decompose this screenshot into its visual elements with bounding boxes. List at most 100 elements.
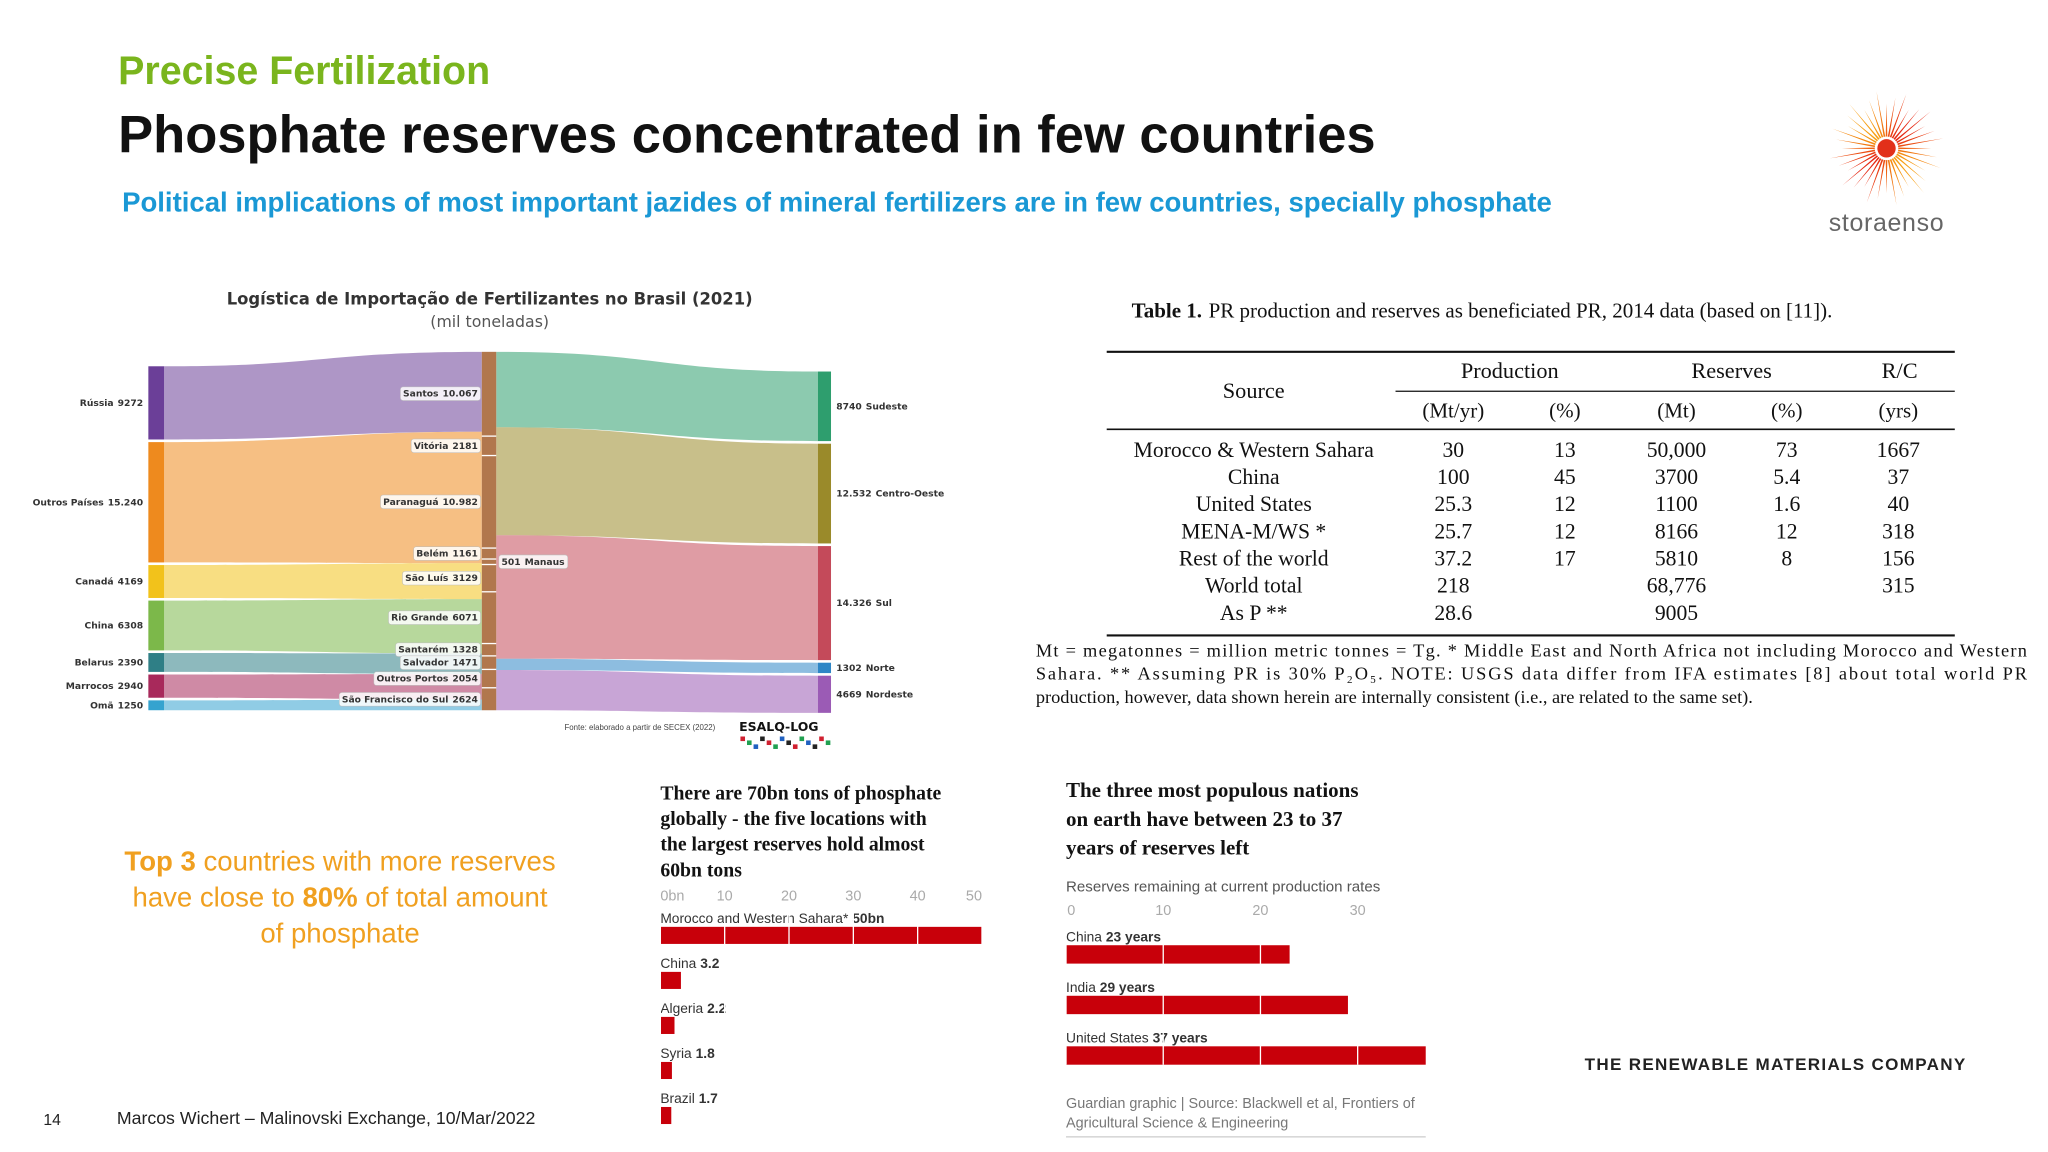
table-unit: (yrs) <box>1879 398 1919 422</box>
table-cell: 156 <box>1882 547 1915 571</box>
table-cell: 5810 <box>1655 547 1698 571</box>
node-label: 501 Manaus <box>501 556 565 567</box>
logo-ray <box>1897 151 1941 169</box>
label-part: 12.532 <box>836 488 871 499</box>
callout-part: of total amount <box>358 882 548 913</box>
table-cell: MENA-M/WS * <box>1181 519 1326 543</box>
logo-ray <box>1897 149 1937 158</box>
brand-square <box>779 736 785 742</box>
logo-ray <box>1891 158 1909 188</box>
label-part: Marrocos <box>66 681 114 692</box>
table-group-header: Reserves <box>1691 358 1772 383</box>
bar <box>660 1106 672 1125</box>
kicker: Precise Fertilization <box>118 49 490 93</box>
table-cell: 30 <box>1442 438 1464 462</box>
label-part: Centro-Oeste <box>876 488 945 499</box>
caption-text: PR production and reserves as beneficiat… <box>1209 299 1833 323</box>
label-part: Rio Grande <box>391 612 448 623</box>
value-label: 2.2 <box>707 1001 726 1016</box>
node-label: São Francisco do Sul 2624 <box>342 694 478 705</box>
x-tick-label: 0bn <box>660 889 684 905</box>
value-label: 50bn <box>852 911 884 926</box>
bar <box>1066 1046 1426 1065</box>
chart-title: the largest reserves hold almost <box>660 834 925 856</box>
table-cell: 100 <box>1437 465 1469 489</box>
label-part: 3129 <box>452 573 478 584</box>
brand-square <box>760 736 765 742</box>
table-cell: 315 <box>1882 574 1914 598</box>
value-label: 3.2 <box>700 956 719 971</box>
source-node <box>148 565 165 598</box>
chart-subtitle: Reserves remaining at current production… <box>1066 878 1380 895</box>
flow <box>496 535 818 661</box>
chart-title: 60bn tons <box>660 859 742 881</box>
brand-square <box>746 740 752 746</box>
flow <box>496 427 818 544</box>
logo-ray <box>1891 109 1909 139</box>
x-tick-label: 10 <box>717 889 733 905</box>
source-node <box>148 674 165 698</box>
label-box <box>338 692 481 707</box>
label-part: Sul <box>876 598 892 609</box>
label-part: 2940 <box>118 681 144 692</box>
brand-square <box>799 736 805 742</box>
author: Marcos Wichert – Malinovski Exchange, 10… <box>117 1108 536 1128</box>
logo-ray <box>1897 138 1944 148</box>
logo-ray <box>1887 159 1897 206</box>
label-part: 2390 <box>118 657 144 668</box>
label-part: 1302 <box>836 662 862 673</box>
node-label: 12.532 Centro-Oeste <box>836 488 944 499</box>
callout-part: have close to <box>133 882 303 913</box>
label-part: Manaus <box>525 556 566 567</box>
logo-ray <box>1885 103 1888 137</box>
label-part: 4669 <box>836 689 862 700</box>
table-group-header: Production <box>1461 358 1559 383</box>
label-part: 2181 <box>452 440 478 451</box>
label-part: 10.982 <box>442 496 477 507</box>
table-unit: (%) <box>1771 398 1802 422</box>
destination-node <box>817 443 832 544</box>
logo-ray <box>1847 126 1877 144</box>
chart-title: The three most populous nations <box>1066 778 1359 802</box>
label-box <box>380 494 481 509</box>
label-part: Belarus <box>75 657 115 668</box>
source-node <box>148 600 165 651</box>
logo-ray <box>1896 126 1926 144</box>
table-cell: 1100 <box>1655 492 1698 516</box>
logo-ray <box>1889 159 1905 197</box>
category: India <box>1066 980 1096 995</box>
logo-ray <box>1897 130 1935 146</box>
table-cell: 9005 <box>1655 601 1698 625</box>
flows <box>164 351 818 713</box>
node-label: Salvador 1471 <box>403 657 478 668</box>
x-tick-label: 50 <box>966 889 982 905</box>
logo-ray <box>1866 159 1884 203</box>
table: Table 1. PR production and reserves as be… <box>1036 299 2028 708</box>
logo-ray <box>1842 155 1879 186</box>
label-part: Salvador <box>403 657 449 668</box>
bar <box>660 926 982 944</box>
table-cell: 50,000 <box>1647 438 1707 462</box>
label-part: São Francisco do Sul <box>342 694 449 705</box>
x-tick-label: 30 <box>845 889 861 905</box>
label-box <box>410 438 481 453</box>
label-part: 14.326 <box>836 598 871 609</box>
label-part: Outros Países <box>33 497 105 508</box>
slide-title: Phosphate reserves concentrated in few c… <box>118 105 1376 164</box>
sankey-title: Logística de Importação de Fertilizantes… <box>227 290 753 309</box>
chart-title: globally - the five locations with <box>660 808 926 830</box>
node-label: 4669 Nordeste <box>836 689 913 700</box>
destination-node <box>817 662 832 674</box>
bar-label: Syria 1.8 <box>660 1046 715 1061</box>
bar <box>660 1016 675 1034</box>
label-part: 10.067 <box>442 388 477 399</box>
label-part: 1328 <box>452 644 478 655</box>
label-part: Vitória <box>414 440 449 451</box>
callout-line: Top 3 countries with more reserves <box>124 845 555 876</box>
node-label: Outros Portos 2054 <box>377 673 478 684</box>
table-cell: 5.4 <box>1773 465 1800 489</box>
brand-square <box>812 744 818 749</box>
table-cell: 45 <box>1554 465 1576 489</box>
table-cell: 37 <box>1888 465 1910 489</box>
label-part: 6071 <box>452 612 478 623</box>
